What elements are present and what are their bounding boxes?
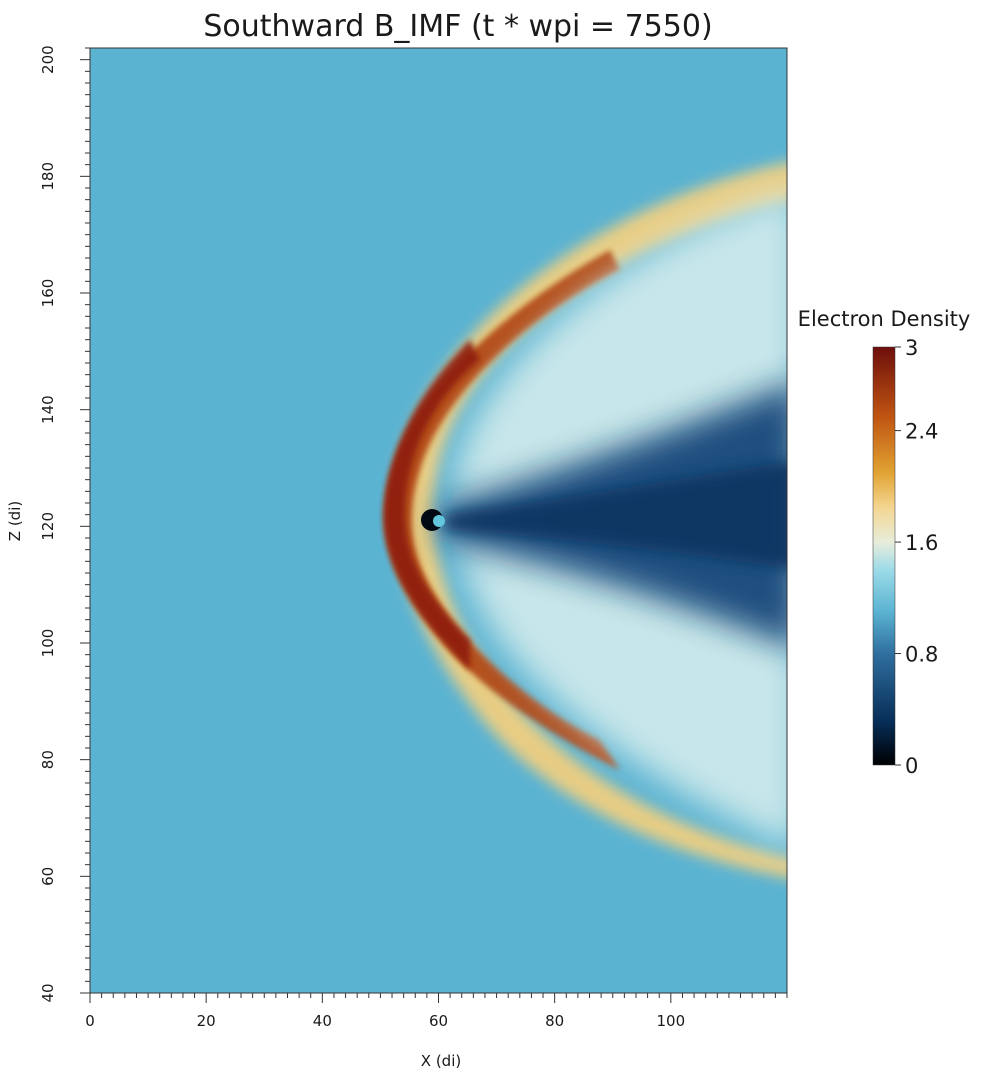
x-tick-label: 80 <box>545 1012 564 1030</box>
colorbar-tick-label: 3 <box>905 336 918 360</box>
y-tick-label: 120 <box>39 512 57 541</box>
x-tick-label: 20 <box>197 1012 216 1030</box>
y-tick-label: 40 <box>39 983 57 1002</box>
colorbar-title: Electron Density <box>798 307 971 331</box>
y-axis-label: Z (di) <box>6 501 24 541</box>
colorbar-tick-label: 2.4 <box>905 420 938 444</box>
chart-title: Southward B_IMF (t * wpi = 7550) <box>203 9 712 44</box>
x-tick-label: 60 <box>429 1012 448 1030</box>
y-tick-label: 160 <box>39 279 57 308</box>
y-tick-label: 60 <box>39 867 57 886</box>
colorbar-tick-label: 1.6 <box>905 531 938 555</box>
heatmap-plot-area <box>90 48 787 993</box>
y-tick-label: 180 <box>39 162 57 191</box>
x-axis-label: X (di) <box>421 1052 461 1070</box>
y-tick-label: 80 <box>39 750 57 769</box>
x-tick-label: 100 <box>657 1012 686 1030</box>
y-axis: 40 60 80 100 120 140 160 180 200 <box>39 45 90 1003</box>
colorbar: Electron Density 0 0.8 1.6 2.4 3 <box>798 307 971 778</box>
y-tick-label: 100 <box>39 629 57 658</box>
colorbar-tick-label: 0 <box>905 754 918 778</box>
obstacle-center <box>433 515 445 527</box>
colorbar-ticks: 0 0.8 1.6 2.4 3 <box>895 336 938 778</box>
x-tick-label: 40 <box>313 1012 332 1030</box>
y-tick-label: 140 <box>39 395 57 424</box>
x-axis: 0 20 40 60 80 100 <box>85 993 788 1030</box>
x-tick-label: 0 <box>85 1012 95 1030</box>
magnetotail-core <box>445 461 787 569</box>
y-tick-label: 200 <box>39 45 57 74</box>
bow-shock-nose <box>384 340 480 670</box>
colorbar-tick-label: 0.8 <box>905 643 938 667</box>
colorbar-bar <box>872 346 896 766</box>
